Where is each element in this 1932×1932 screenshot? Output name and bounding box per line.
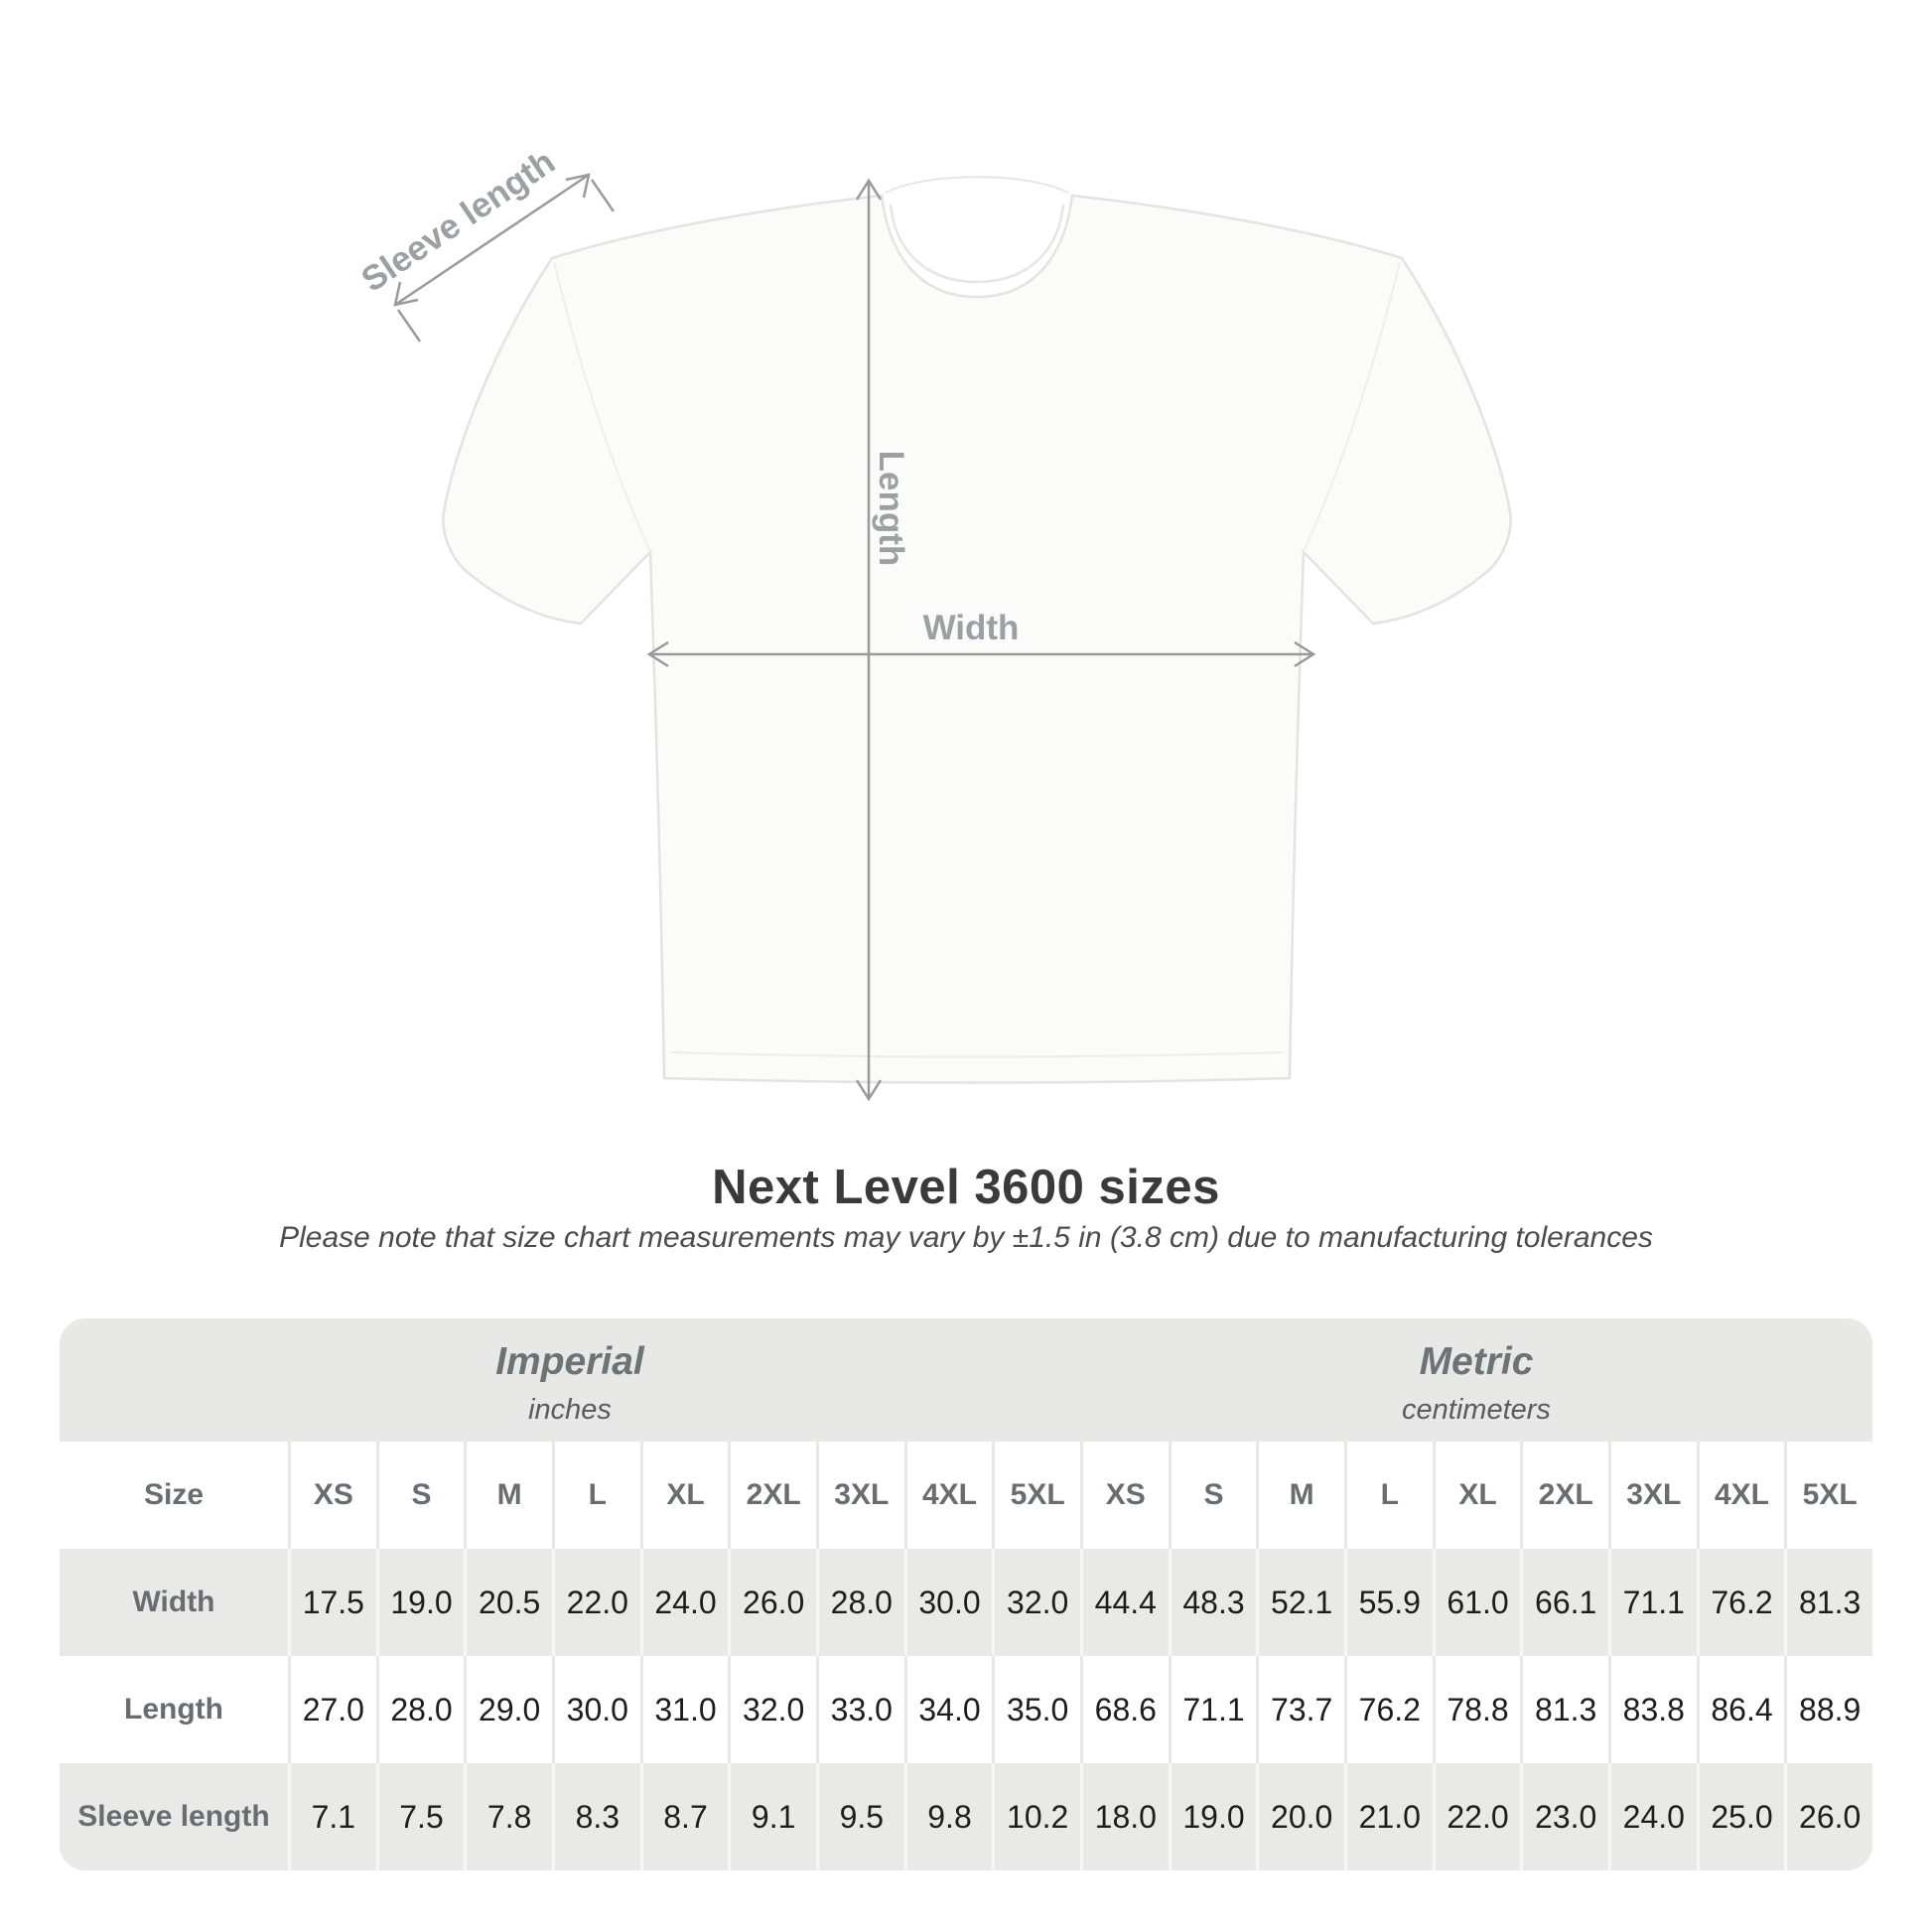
value-cell: 26.0 [1784, 1763, 1872, 1870]
section-header-metric: Metric centimeters [1080, 1318, 1872, 1442]
value-cell: 76.2 [1343, 1656, 1433, 1763]
value-cell: 32.0 [992, 1549, 1080, 1656]
imperial-units: inches [528, 1393, 612, 1426]
width-label: Width [923, 609, 1020, 647]
size-col-header: L [551, 1442, 640, 1549]
value-cell: 61.0 [1432, 1549, 1521, 1656]
value-cell: 28.0 [815, 1549, 904, 1656]
width-arrow [646, 640, 1316, 668]
size-col-header: 3XL [815, 1442, 904, 1549]
value-cell: 52.1 [1256, 1549, 1344, 1656]
value-cell: 18.0 [1079, 1763, 1169, 1870]
size-table: Imperial inches Metric centimeters Size … [60, 1318, 1872, 1870]
row-label-width: Width [132, 1586, 215, 1618]
value-cell: 33.0 [815, 1656, 904, 1763]
table-row-sleeve-length: Sleeve length 7.1 7.5 7.8 8.3 8.7 9.1 9.… [60, 1763, 1872, 1870]
metric-units: centimeters [1402, 1393, 1551, 1426]
value-cell: 27.0 [288, 1656, 376, 1763]
row-label-length: Length [124, 1693, 223, 1725]
value-cell: 7.1 [288, 1763, 376, 1870]
value-cell: 23.0 [1520, 1763, 1608, 1870]
value-cell: 88.9 [1784, 1656, 1872, 1763]
page-subtitle: Please note that size chart measurements… [279, 1221, 1653, 1254]
value-cell: 83.8 [1607, 1656, 1697, 1763]
size-col-header: 4XL [1696, 1442, 1785, 1549]
metric-title: Metric [1419, 1339, 1534, 1383]
value-cell: 73.7 [1256, 1656, 1344, 1763]
value-cell: 86.4 [1696, 1656, 1785, 1763]
imperial-title: Imperial [495, 1339, 644, 1383]
row-label-sleeve-length: Sleeve length [77, 1800, 270, 1833]
value-cell: 22.0 [551, 1549, 640, 1656]
value-cell: 66.1 [1520, 1549, 1608, 1656]
value-cell: 44.4 [1079, 1549, 1169, 1656]
value-cell: 32.0 [728, 1656, 816, 1763]
value-cell: 48.3 [1168, 1549, 1257, 1656]
size-col-header: XL [1432, 1442, 1521, 1549]
page-title: Next Level 3600 sizes [712, 1161, 1220, 1214]
value-cell: 78.8 [1432, 1656, 1521, 1763]
section-header-band: Imperial inches Metric centimeters [60, 1318, 1872, 1442]
value-cell: 21.0 [1343, 1763, 1433, 1870]
value-cell: 25.0 [1696, 1763, 1785, 1870]
value-cell: 24.0 [639, 1549, 729, 1656]
shirt-diagram: Sleeve length Length Width [354, 142, 1512, 1102]
value-cell: 71.1 [1168, 1656, 1257, 1763]
size-col-header: M [464, 1442, 552, 1549]
value-cell: 7.5 [375, 1763, 465, 1870]
size-col-header: 2XL [728, 1442, 816, 1549]
size-col-header: S [375, 1442, 465, 1549]
value-cell: 9.5 [815, 1763, 904, 1870]
value-cell: 34.0 [903, 1656, 993, 1763]
value-cell: 9.8 [903, 1763, 993, 1870]
value-cell: 19.0 [375, 1549, 465, 1656]
size-col-header: XS [1079, 1442, 1169, 1549]
value-cell: 20.0 [1256, 1763, 1344, 1870]
value-cell: 10.2 [992, 1763, 1080, 1870]
size-col-header: S [1168, 1442, 1257, 1549]
size-col-header: L [1343, 1442, 1433, 1549]
table-row-width: Width 17.5 19.0 20.5 22.0 24.0 26.0 28.0… [60, 1549, 1872, 1656]
value-cell: 26.0 [728, 1549, 816, 1656]
value-cell: 81.3 [1520, 1656, 1608, 1763]
size-col-header: 3XL [1607, 1442, 1697, 1549]
value-cell: 9.1 [728, 1763, 816, 1870]
value-cell: 31.0 [639, 1656, 729, 1763]
value-cell: 24.0 [1607, 1763, 1697, 1870]
size-col-header: M [1256, 1442, 1344, 1549]
size-col-header: XS [288, 1442, 376, 1549]
length-label: Length [872, 451, 910, 567]
size-col-header: 5XL [1784, 1442, 1872, 1549]
size-col-header: 4XL [903, 1442, 993, 1549]
value-cell: 35.0 [992, 1656, 1080, 1763]
length-arrow [855, 178, 883, 1102]
size-col-header: 5XL [992, 1442, 1080, 1549]
value-cell: 28.0 [375, 1656, 465, 1763]
size-col-header: 2XL [1520, 1442, 1608, 1549]
value-cell: 55.9 [1343, 1549, 1433, 1656]
tshirt-illustration [442, 176, 1512, 1084]
row-label-size: Size [143, 1478, 205, 1511]
value-cell: 20.5 [464, 1549, 552, 1656]
value-cell: 68.6 [1079, 1656, 1169, 1763]
value-cell: 71.1 [1607, 1549, 1697, 1656]
value-cell: 7.8 [464, 1763, 552, 1870]
value-cell: 19.0 [1168, 1763, 1257, 1870]
size-col-header: XL [639, 1442, 729, 1549]
value-cell: 76.2 [1696, 1549, 1785, 1656]
value-cell: 30.0 [551, 1656, 640, 1763]
value-cell: 22.0 [1432, 1763, 1521, 1870]
table-row-length: Length 27.0 28.0 29.0 30.0 31.0 32.0 33.… [60, 1656, 1872, 1763]
value-cell: 8.7 [639, 1763, 729, 1870]
value-cell: 81.3 [1784, 1549, 1872, 1656]
value-cell: 29.0 [464, 1656, 552, 1763]
sleeve-length-label: Sleeve length [354, 142, 562, 300]
size-header-row: Size XS S M L XL 2XL 3XL 4XL 5XL XS S M … [60, 1442, 1872, 1549]
section-header-imperial: Imperial inches [60, 1318, 1080, 1442]
value-cell: 8.3 [551, 1763, 640, 1870]
value-cell: 30.0 [903, 1549, 993, 1656]
value-cell: 17.5 [288, 1549, 376, 1656]
sleeve-length-arrow [393, 173, 616, 343]
